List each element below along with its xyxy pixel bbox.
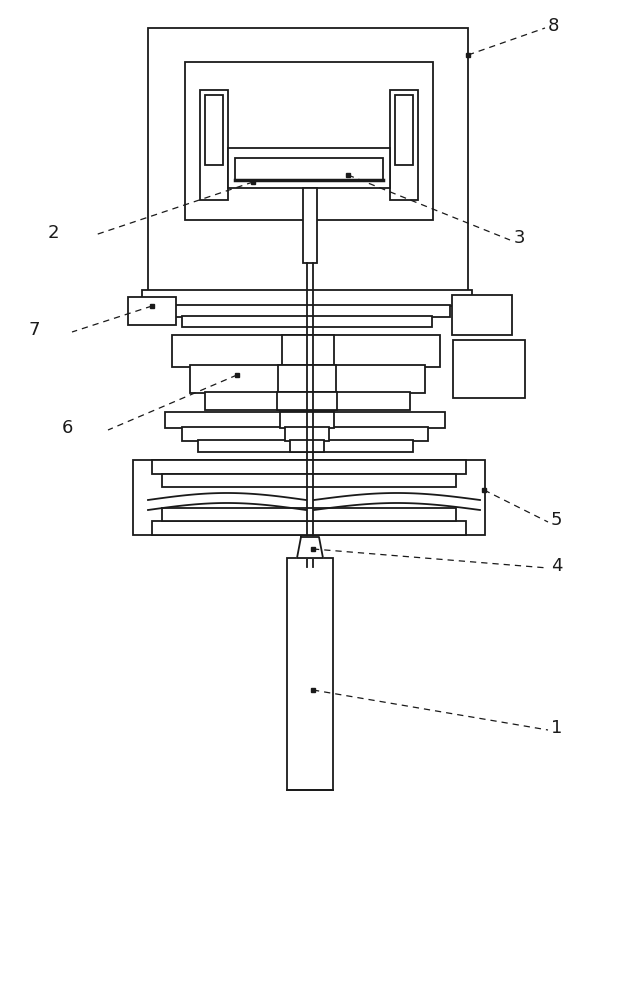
Bar — [190, 365, 425, 393]
Text: 2: 2 — [48, 224, 59, 242]
Bar — [280, 412, 334, 428]
Text: 7: 7 — [28, 321, 39, 339]
Bar — [390, 90, 418, 200]
Bar — [395, 95, 413, 165]
Bar — [285, 427, 329, 441]
Bar — [182, 427, 428, 441]
Polygon shape — [297, 537, 323, 558]
Bar — [205, 392, 410, 410]
Bar — [453, 340, 525, 398]
Text: 5: 5 — [551, 511, 563, 529]
Text: 6: 6 — [62, 419, 73, 437]
Bar — [172, 335, 440, 367]
Bar — [185, 62, 433, 220]
Text: 4: 4 — [551, 557, 563, 575]
Bar — [152, 460, 466, 474]
Bar — [452, 295, 512, 335]
Bar — [205, 95, 223, 165]
Bar — [287, 558, 333, 790]
Bar — [200, 90, 228, 200]
Bar — [228, 148, 390, 188]
Bar — [277, 392, 337, 410]
Text: 8: 8 — [548, 17, 560, 35]
Bar — [165, 305, 450, 317]
Bar — [290, 440, 324, 452]
Bar — [133, 460, 485, 535]
Bar — [165, 412, 445, 428]
Bar — [142, 290, 472, 306]
Bar — [152, 521, 466, 535]
Bar — [148, 28, 468, 298]
Bar — [235, 158, 383, 180]
Bar — [282, 335, 334, 367]
Bar — [128, 297, 176, 325]
Text: 3: 3 — [514, 229, 526, 247]
Bar — [303, 188, 317, 263]
Text: 1: 1 — [551, 719, 562, 737]
Bar — [278, 365, 336, 393]
Bar — [162, 474, 456, 487]
Bar — [162, 508, 456, 521]
Bar — [198, 440, 413, 452]
Bar — [182, 316, 432, 327]
